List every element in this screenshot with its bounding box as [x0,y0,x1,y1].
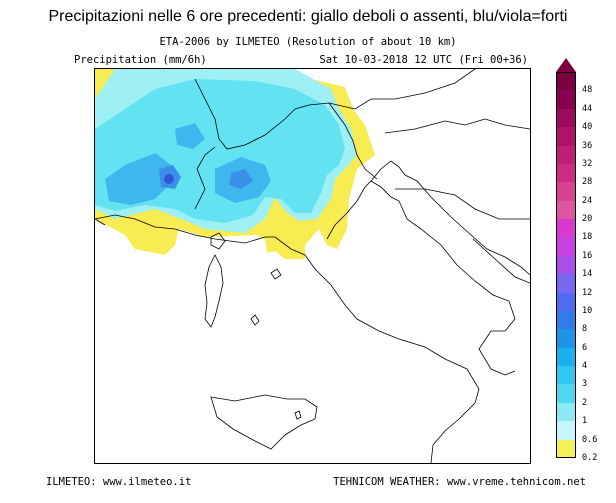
color-scale-bar [556,58,576,459]
color-scale-block [556,292,576,312]
color-scale-block [556,145,576,165]
color-scale-tick: 10 [582,305,593,316]
color-scale-tick: 28 [582,177,593,188]
color-scale-block [556,237,576,257]
color-scale-tick: 12 [582,287,593,298]
model-info: ETA-2006 by ILMETEO (Resolution of about… [159,36,457,48]
units-label: Precipitation (mm/6h) [74,54,207,66]
color-scale-block [556,439,576,459]
color-scale-block [556,219,576,238]
color-scale-block [556,329,576,349]
color-scale-tick: 44 [582,103,593,114]
color-scale-tick: 0.6 [582,434,598,445]
valid-time: Sat 10-03-2018 12 UTC (Fri 00+36) [319,54,528,66]
color-scale-tick: 40 [582,122,593,133]
color-scale-block [556,255,576,275]
color-scale-block [556,200,576,220]
color-scale-tick: 0.2 [582,453,598,463]
color-scale-tick: 24 [582,195,593,206]
precipitation-map [94,68,531,464]
color-scale-tick: 18 [582,232,593,243]
footer-credit: TEHNICOM WEATHER: www.vreme.tehnicom.net [333,476,586,488]
color-scale-block [556,384,576,404]
color-scale-tick: 14 [582,269,593,280]
color-scale-block [556,421,576,441]
color-scale-block [556,366,576,385]
color-scale-block [556,127,576,147]
color-scale-tick: 1 [582,416,588,427]
color-scale-tick: 8 [582,324,588,335]
color-scale-block [556,402,576,422]
chart-title: Precipitazioni nelle 6 ore precedenti: g… [48,8,568,25]
map-canvas [95,69,530,463]
color-scale-tick: 48 [582,85,593,96]
color-scale-tick: 3 [582,379,588,390]
color-scale-block [556,347,576,367]
color-scale-tick: 2 [582,397,588,408]
precip-field-dark-blue [164,174,174,184]
color-scale-block [556,90,576,110]
color-scale-block [556,163,576,183]
color-scale-tick: 6 [582,342,588,353]
coastlines [95,160,530,463]
color-scale-tick: 4 [582,361,588,372]
color-scale-arrow [556,58,576,72]
color-scale-block [556,310,576,330]
color-scale-tick: 32 [582,158,593,169]
color-scale-tick: 36 [582,140,593,151]
footer-source: ILMETEO: www.ilmeteo.it [46,476,192,488]
color-scale-tick: 20 [582,214,593,225]
color-scale-block [556,108,576,128]
color-scale-block [556,274,576,294]
color-scale-tick: 16 [582,250,593,261]
color-scale-block [556,182,576,202]
color-scale-block [556,72,576,91]
country-borders [95,69,530,284]
